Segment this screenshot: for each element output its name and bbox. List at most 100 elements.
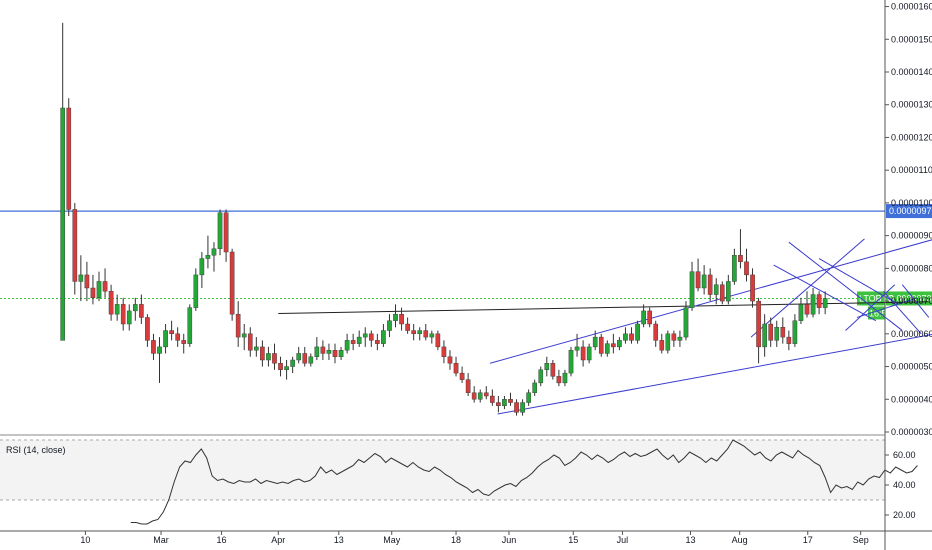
- wedge-f: [856, 297, 918, 318]
- candle-body: [804, 304, 810, 315]
- wedge-d: [750, 238, 865, 338]
- candle-body: [254, 346, 259, 351]
- time-tick-label: Sep: [853, 535, 869, 545]
- candle-body: [247, 333, 253, 351]
- candle-body: [780, 327, 786, 338]
- candle-body: [465, 379, 471, 393]
- candle-body: [199, 258, 205, 276]
- candle-body: [556, 376, 562, 384]
- candle-body: [568, 349, 574, 374]
- candle-body: [417, 330, 423, 335]
- candle-body: [671, 333, 677, 341]
- wedge-b: [788, 241, 903, 331]
- candle-body: [647, 310, 652, 325]
- candle-body: [471, 392, 477, 400]
- candle-body: [260, 346, 265, 361]
- candle-body: [217, 212, 223, 249]
- long-flat-line: [278, 301, 929, 315]
- candle-body: [447, 356, 453, 364]
- candle-body: [550, 363, 556, 377]
- candle-body: [707, 274, 713, 295]
- candle-body: [750, 274, 755, 302]
- time-tick-label: 10: [80, 535, 90, 545]
- candle-body: [701, 274, 707, 289]
- candle-body: [284, 366, 289, 371]
- candle-body: [822, 298, 828, 308]
- candle-body: [659, 340, 665, 351]
- wedge-h: [883, 290, 922, 335]
- rsi-line: [130, 439, 918, 525]
- candle-body: [496, 402, 501, 407]
- rsi-tick-label: 40.00: [893, 480, 916, 490]
- candle-body: [477, 392, 483, 400]
- candle-body: [423, 330, 429, 338]
- candle-body: [483, 392, 489, 397]
- candle-body: [356, 336, 362, 344]
- candle-body: [502, 399, 507, 407]
- candle-body: [211, 248, 217, 256]
- time-tick-label: 13: [686, 535, 696, 545]
- candle-body: [411, 330, 416, 335]
- candle-body: [60, 107, 66, 341]
- candle-body: [78, 274, 84, 282]
- candle-body: [786, 336, 792, 344]
- time-tick-label: Mar: [153, 535, 169, 545]
- candle-body: [816, 294, 822, 308]
- candle-body: [514, 402, 519, 413]
- candle-body: [653, 323, 659, 341]
- candle-body: [611, 343, 616, 348]
- candle-body: [90, 287, 96, 299]
- rsi-tick-label: 60.00: [893, 450, 916, 460]
- candle-body: [719, 284, 725, 302]
- candle-body: [387, 320, 392, 331]
- lower-channel: [497, 334, 932, 415]
- candle-body: [235, 313, 241, 338]
- candle-body: [368, 333, 374, 341]
- time-tick-label: May: [383, 535, 401, 545]
- candle-body: [132, 304, 138, 312]
- candle-body: [774, 327, 780, 341]
- countdown-label: 16:55:11: [869, 308, 903, 318]
- candle-body: [756, 300, 761, 348]
- candle-body: [598, 336, 604, 354]
- resistance-tag-label: 0.00000975: [889, 206, 932, 216]
- price-tick-label: 0.00000300: [891, 427, 932, 437]
- candle-body: [459, 372, 465, 380]
- candle-body: [290, 359, 295, 367]
- candle-body: [375, 340, 380, 344]
- candle-body: [205, 255, 211, 259]
- candle-body: [229, 251, 235, 315]
- candle-body: [320, 346, 326, 354]
- candle-body: [689, 271, 695, 308]
- time-tick-label: 15: [568, 535, 578, 545]
- time-tick-label: Aug: [732, 535, 748, 545]
- candle-body: [574, 346, 580, 351]
- resistance-tag: [886, 204, 932, 219]
- candle-body: [713, 284, 719, 295]
- candle-body: [429, 333, 435, 338]
- time-tick-label: Jul: [617, 535, 629, 545]
- candle-body: [405, 323, 410, 331]
- candle-body: [393, 313, 398, 321]
- symbol-tag: [857, 291, 885, 306]
- time-tick-label: 18: [451, 535, 461, 545]
- candle-body: [350, 340, 356, 344]
- rsi-series: [130, 439, 918, 525]
- candle-body: [314, 346, 320, 357]
- rsi-title: RSI (14, close): [6, 445, 66, 455]
- candle-body: [508, 399, 513, 403]
- time-tick-label: Jun: [502, 535, 517, 545]
- candle-body: [163, 330, 168, 348]
- candle-body: [629, 333, 634, 341]
- candle-body: [441, 346, 447, 357]
